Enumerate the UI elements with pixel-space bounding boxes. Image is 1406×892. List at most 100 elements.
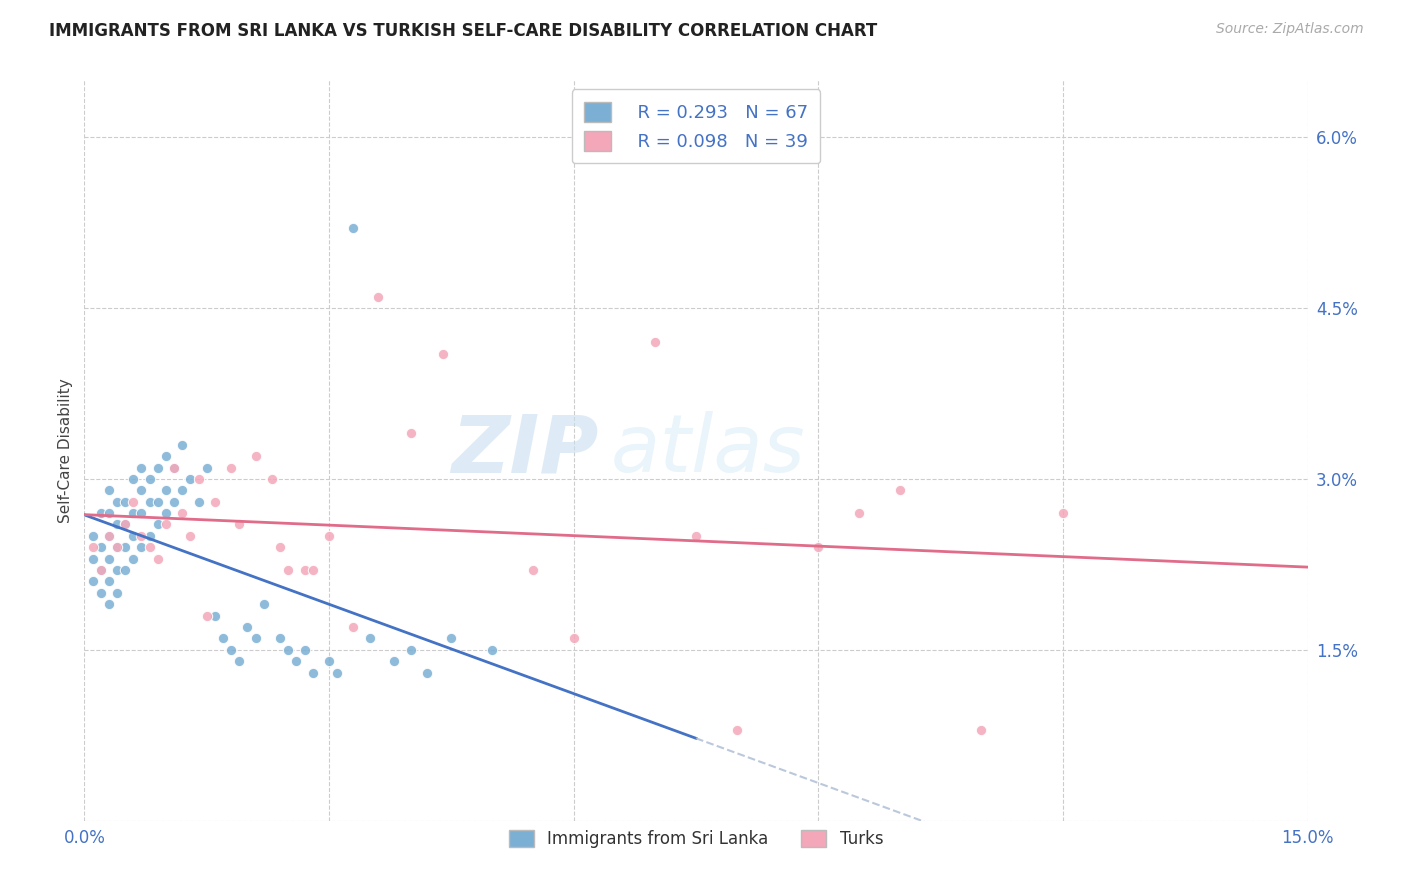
Point: [212, 632, 235, 646]
Point: [146, 494, 169, 508]
Point: [440, 632, 463, 646]
Point: [342, 620, 364, 634]
Point: [82, 574, 104, 589]
Point: [131, 506, 153, 520]
Point: [644, 335, 666, 350]
Point: [359, 632, 381, 646]
Point: [146, 517, 169, 532]
Point: [122, 494, 145, 508]
Text: Source: ZipAtlas.com: Source: ZipAtlas.com: [1216, 22, 1364, 37]
Point: [889, 483, 911, 498]
Point: [90, 541, 112, 555]
Point: [163, 460, 186, 475]
Point: [114, 541, 136, 555]
Point: [90, 563, 112, 577]
Point: [97, 551, 120, 566]
Point: [204, 494, 226, 508]
Point: [245, 632, 267, 646]
Point: [105, 517, 128, 532]
Point: [97, 574, 120, 589]
Point: [228, 517, 250, 532]
Point: [82, 551, 104, 566]
Text: ZIP: ZIP: [451, 411, 598, 490]
Point: [90, 563, 112, 577]
Point: [122, 551, 145, 566]
Point: [277, 563, 299, 577]
Point: [228, 654, 250, 668]
Point: [146, 460, 169, 475]
Point: [195, 460, 218, 475]
Point: [122, 529, 145, 543]
Point: [131, 529, 153, 543]
Point: [122, 472, 145, 486]
Point: [399, 426, 422, 441]
Point: [382, 654, 405, 668]
Point: [105, 586, 128, 600]
Point: [155, 506, 177, 520]
Point: [219, 460, 242, 475]
Point: [179, 472, 201, 486]
Point: [131, 460, 153, 475]
Point: [138, 529, 160, 543]
Point: [97, 529, 120, 543]
Point: [172, 483, 194, 498]
Point: [131, 541, 153, 555]
Point: [172, 506, 194, 520]
Point: [294, 642, 316, 657]
Point: [172, 438, 194, 452]
Point: [155, 517, 177, 532]
Point: [114, 517, 136, 532]
Point: [122, 506, 145, 520]
Point: [725, 723, 748, 737]
Point: [204, 608, 226, 623]
Point: [105, 563, 128, 577]
Point: [114, 563, 136, 577]
Point: [1052, 506, 1074, 520]
Point: [301, 665, 323, 680]
Legend: Immigrants from Sri Lanka, Turks: Immigrants from Sri Lanka, Turks: [501, 822, 891, 856]
Point: [97, 506, 120, 520]
Point: [163, 460, 186, 475]
Point: [97, 529, 120, 543]
Point: [277, 642, 299, 657]
Point: [285, 654, 308, 668]
Point: [970, 723, 993, 737]
Point: [90, 586, 112, 600]
Point: [269, 632, 291, 646]
Point: [848, 506, 870, 520]
Point: [82, 529, 104, 543]
Point: [326, 665, 349, 680]
Point: [294, 563, 316, 577]
Point: [522, 563, 544, 577]
Text: IMMIGRANTS FROM SRI LANKA VS TURKISH SELF-CARE DISABILITY CORRELATION CHART: IMMIGRANTS FROM SRI LANKA VS TURKISH SEL…: [49, 22, 877, 40]
Point: [163, 494, 186, 508]
Point: [367, 290, 389, 304]
Point: [269, 541, 291, 555]
Point: [131, 483, 153, 498]
Point: [807, 541, 830, 555]
Point: [155, 449, 177, 463]
Point: [187, 494, 209, 508]
Text: atlas: atlas: [610, 411, 806, 490]
Point: [90, 506, 112, 520]
Point: [138, 494, 160, 508]
Point: [97, 597, 120, 611]
Point: [155, 483, 177, 498]
Point: [301, 563, 323, 577]
Point: [342, 221, 364, 235]
Point: [105, 541, 128, 555]
Point: [236, 620, 259, 634]
Point: [138, 472, 160, 486]
Point: [253, 597, 276, 611]
Point: [399, 642, 422, 657]
Point: [138, 541, 160, 555]
Point: [105, 494, 128, 508]
Point: [114, 517, 136, 532]
Point: [82, 541, 104, 555]
Point: [416, 665, 439, 680]
Y-axis label: Self-Care Disability: Self-Care Disability: [58, 378, 73, 523]
Point: [245, 449, 267, 463]
Point: [481, 642, 503, 657]
Point: [432, 346, 454, 360]
Point: [195, 608, 218, 623]
